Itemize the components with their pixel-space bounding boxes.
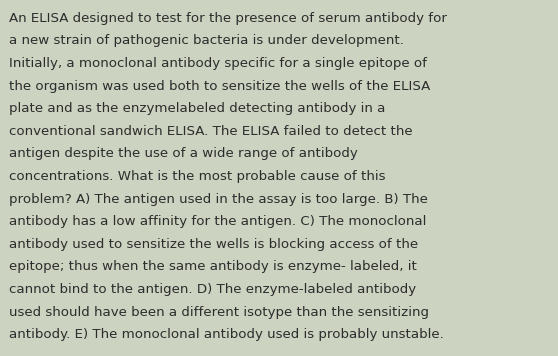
Text: antibody. E) The monoclonal antibody used is probably unstable.: antibody. E) The monoclonal antibody use… xyxy=(9,328,444,341)
Text: antigen despite the use of a wide range of antibody: antigen despite the use of a wide range … xyxy=(9,147,358,161)
Text: the organism was used both to sensitize the wells of the ELISA: the organism was used both to sensitize … xyxy=(9,80,430,93)
Text: a new strain of pathogenic bacteria is under development.: a new strain of pathogenic bacteria is u… xyxy=(9,35,404,47)
Text: cannot bind to the antigen. D) The enzyme-labeled antibody: cannot bind to the antigen. D) The enzym… xyxy=(9,283,416,296)
Text: epitope; thus when the same antibody is enzyme- labeled, it: epitope; thus when the same antibody is … xyxy=(9,261,417,273)
Text: antibody has a low affinity for the antigen. C) The monoclonal: antibody has a low affinity for the anti… xyxy=(9,215,426,228)
Text: concentrations. What is the most probable cause of this: concentrations. What is the most probabl… xyxy=(9,170,386,183)
Text: used should have been a different isotype than the sensitizing: used should have been a different isotyp… xyxy=(9,305,429,319)
Text: problem? A) The antigen used in the assay is too large. B) The: problem? A) The antigen used in the assa… xyxy=(9,193,428,206)
Text: plate and as the enzymelabeled detecting antibody in a: plate and as the enzymelabeled detecting… xyxy=(9,102,386,115)
Text: antibody used to sensitize the wells is blocking access of the: antibody used to sensitize the wells is … xyxy=(9,238,418,251)
Text: conventional sandwich ELISA. The ELISA failed to detect the: conventional sandwich ELISA. The ELISA f… xyxy=(9,125,412,138)
Text: An ELISA designed to test for the presence of serum antibody for: An ELISA designed to test for the presen… xyxy=(9,12,447,25)
Text: Initially, a monoclonal antibody specific for a single epitope of: Initially, a monoclonal antibody specifi… xyxy=(9,57,427,70)
